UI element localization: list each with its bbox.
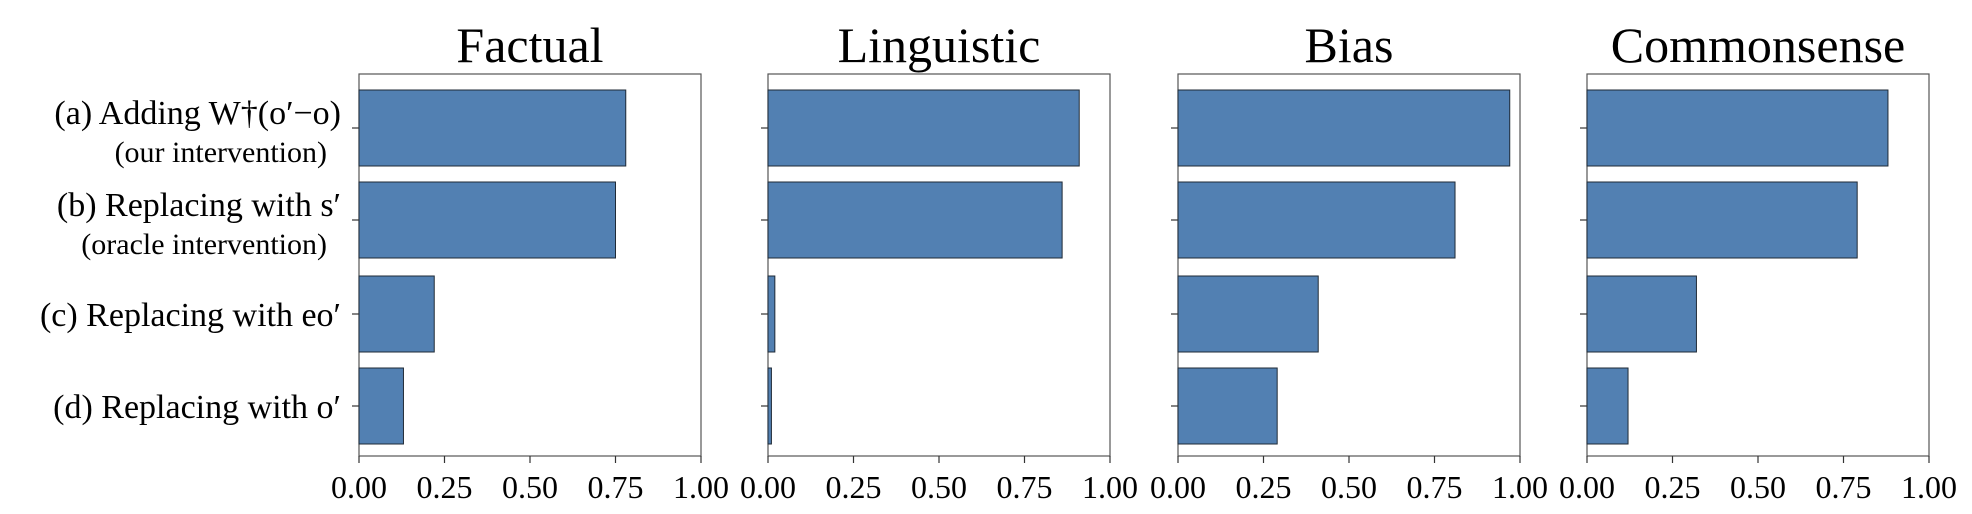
x-tick-label-3-4: 1.00 — [1901, 469, 1957, 505]
bar-0-2 — [358, 275, 435, 353]
x-tick-label-0-4: 1.00 — [673, 469, 729, 505]
x-tick-label-1-0: 0.00 — [740, 469, 796, 505]
category-label-3: (d) Replacing with o′ — [53, 389, 341, 426]
x-tick-label-2-0: 0.00 — [1150, 469, 1206, 505]
bar-3-3 — [1586, 367, 1629, 445]
category-label-1: (b) Replacing with s′ — [57, 187, 341, 224]
bar-1-0 — [767, 89, 1080, 167]
panel-title-2: Bias — [1305, 17, 1394, 73]
bar-1-2 — [767, 275, 776, 353]
x-tick-label-3-3: 0.75 — [1816, 469, 1872, 505]
x-tick-label-3-2: 0.50 — [1730, 469, 1786, 505]
bar-3-1 — [1586, 181, 1858, 259]
x-tick-label-0-1: 0.25 — [417, 469, 473, 505]
bar-2-3 — [1177, 367, 1278, 445]
panel-title-3: Commonsense — [1611, 17, 1905, 73]
bar-2-2 — [1177, 275, 1319, 353]
x-tick-label-1-1: 0.25 — [826, 469, 882, 505]
x-tick-label-2-2: 0.50 — [1321, 469, 1377, 505]
x-tick-label-3-0: 0.00 — [1559, 469, 1615, 505]
x-tick-label-2-3: 0.75 — [1407, 469, 1463, 505]
category-sublabel-1: (oracle intervention) — [81, 228, 327, 261]
category-label-2: (c) Replacing with eo′ — [40, 297, 341, 334]
x-tick-label-1-2: 0.50 — [911, 469, 967, 505]
x-tick-label-0-3: 0.75 — [588, 469, 644, 505]
x-tick-label-3-1: 0.25 — [1645, 469, 1701, 505]
bar-0-0 — [358, 89, 627, 167]
panel-title-0: Factual — [456, 17, 603, 73]
bar-1-3 — [767, 367, 772, 445]
panel-title-1: Linguistic — [838, 17, 1041, 73]
x-tick-label-2-1: 0.25 — [1236, 469, 1292, 505]
bar-0-3 — [358, 367, 404, 445]
x-tick-label-1-3: 0.75 — [997, 469, 1053, 505]
category-sublabel-0: (our intervention) — [115, 136, 327, 169]
bar-1-1 — [767, 181, 1063, 259]
bar-2-0 — [1177, 89, 1511, 167]
bar-3-2 — [1586, 275, 1697, 353]
bar-3-0 — [1586, 89, 1889, 167]
x-tick-label-2-4: 1.00 — [1492, 469, 1548, 505]
x-tick-label-0-2: 0.50 — [502, 469, 558, 505]
bar-0-1 — [358, 181, 616, 259]
x-tick-label-1-4: 1.00 — [1082, 469, 1138, 505]
bar-2-1 — [1177, 181, 1456, 259]
x-tick-label-0-0: 0.00 — [331, 469, 387, 505]
category-label-0: (a) Adding W†(o′−o) — [54, 95, 341, 132]
